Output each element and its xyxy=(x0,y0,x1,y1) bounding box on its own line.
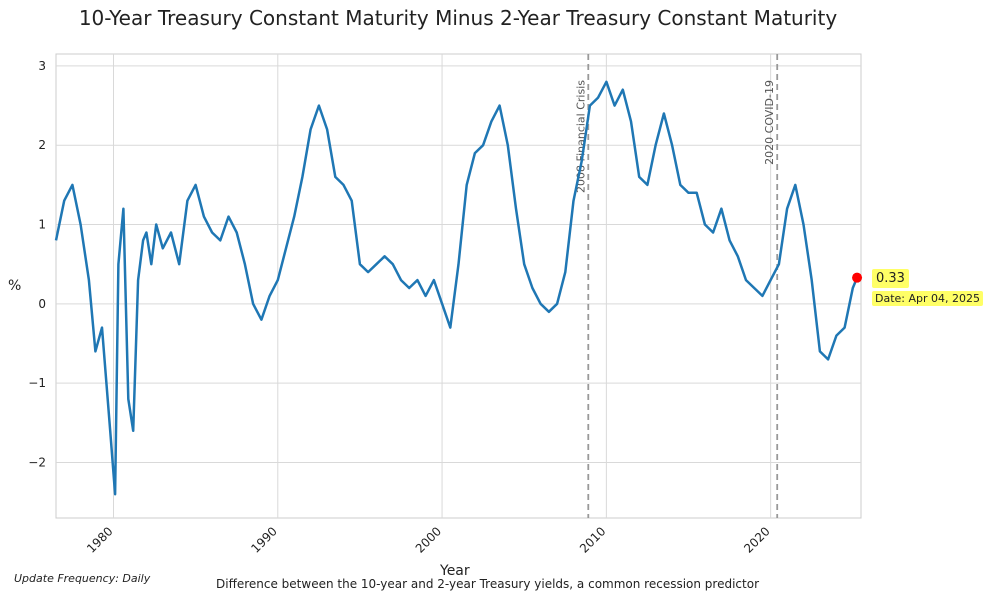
x-tick-label: 2020 xyxy=(741,524,772,555)
y-axis-label: % xyxy=(8,278,22,294)
x-tick-label: 1990 xyxy=(248,524,279,555)
y-tick-label: 2 xyxy=(38,138,46,152)
x-tick-label: 2000 xyxy=(413,524,444,555)
update-frequency-note: Update Frequency: Daily xyxy=(14,572,151,585)
y-tick-label: 0 xyxy=(38,297,46,311)
series-line xyxy=(54,80,859,496)
x-tick-label: 1980 xyxy=(84,524,115,555)
last-date-badge: Date: Apr 04, 2025 xyxy=(872,291,984,306)
event-label: 2008 Financial Crisis xyxy=(574,80,587,193)
y-tick-label: −2 xyxy=(28,455,46,469)
event-label: 2020 COVID-19 xyxy=(763,80,776,165)
last-value-badge: 0.33 xyxy=(872,269,909,288)
chart-title: 10-Year Treasury Constant Maturity Minus… xyxy=(78,6,838,30)
last-point-marker xyxy=(852,272,863,283)
x-tick-label: 2010 xyxy=(577,524,608,555)
y-tick-label: 1 xyxy=(38,218,46,232)
y-tick-label: 3 xyxy=(38,59,46,73)
y-tick-label: −1 xyxy=(28,376,46,390)
chart-description: Difference between the 10-year and 2-yea… xyxy=(216,577,760,591)
x-axis-label: Year xyxy=(440,563,470,579)
plot-area xyxy=(55,53,862,519)
